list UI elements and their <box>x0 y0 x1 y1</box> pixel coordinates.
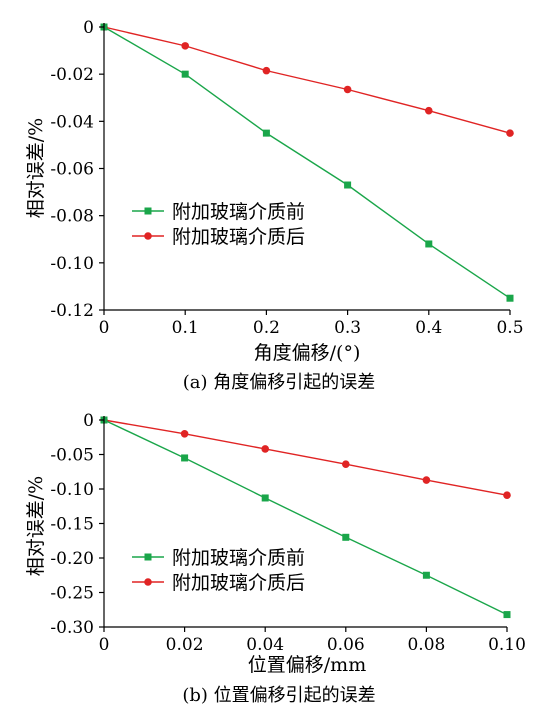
y-tick-label: -0.04 <box>50 112 94 132</box>
legend-label: 附加玻璃介质前 <box>172 201 305 223</box>
y-tick-label: -0.05 <box>50 446 94 466</box>
x-tick-label: 0.04 <box>246 635 284 655</box>
series-line-before <box>103 26 511 299</box>
x-tick-label: 0.1 <box>172 318 199 338</box>
legend-label: 附加玻璃介质后 <box>172 572 305 594</box>
data-point-after <box>503 491 511 500</box>
y-tick-label: -0.30 <box>50 618 94 638</box>
x-tick-label: 0.3 <box>334 318 361 338</box>
data-point-before <box>262 129 270 137</box>
y-tick-label: -0.15 <box>50 515 94 535</box>
y-tick-label: -0.12 <box>50 301 94 321</box>
series-line-after <box>103 26 511 134</box>
data-point-before <box>342 533 350 541</box>
y-tick-label: -0.06 <box>50 160 94 180</box>
x-tick-label: 0.5 <box>496 318 523 338</box>
y-tick-label: -0.20 <box>50 549 94 569</box>
data-point-after <box>342 460 350 468</box>
x-tick-label: 0.02 <box>166 635 204 655</box>
y-tick-label: -0.25 <box>50 584 94 604</box>
chart-a: 0 0.1 0.2 0.3 0.4 0.5 0 -0.02 -0.04 -0.06 -0.08 -0.… <box>25 18 524 393</box>
y-tick-label: 0 <box>83 411 94 431</box>
x-axis-label-a: 角度偏移/(°) <box>254 342 361 364</box>
y-tick-label: -0.10 <box>50 480 94 500</box>
series-line-after <box>103 419 508 496</box>
data-point-after <box>422 476 431 484</box>
caption-b: (b) 位置偏移引起的误差 <box>182 685 375 706</box>
legend-label: 附加玻璃介质前 <box>172 547 305 569</box>
data-point-before <box>425 240 433 248</box>
legend-marker-circle <box>144 578 152 586</box>
x-tick-label: 0.06 <box>327 635 365 655</box>
data-point-before <box>181 70 189 78</box>
x-axis-label-b: 位置偏移/mm <box>248 654 366 676</box>
data-point-before <box>181 454 189 462</box>
data-point-after <box>181 42 189 50</box>
caption-a: (a) 角度偏移引起的误差 <box>183 372 376 393</box>
x-tick-label: 0.4 <box>415 318 442 338</box>
y-axis-label-a: 相对误差/% <box>25 118 47 218</box>
x-tick-label: 0.08 <box>407 635 445 655</box>
legend-marker-square <box>144 553 152 561</box>
data-point-before <box>261 494 269 502</box>
data-point-after <box>343 85 352 94</box>
x-tick-label: 0 <box>99 635 110 655</box>
data-point-after <box>180 430 189 438</box>
y-tick-label: -0.02 <box>50 65 94 85</box>
data-point-before <box>422 571 430 579</box>
x-tick-label: 0.10 <box>488 635 526 655</box>
x-tick-label: 0 <box>99 318 110 338</box>
legend-marker-circle <box>144 232 152 240</box>
x-tick-label: 0.2 <box>253 318 280 338</box>
data-point-before <box>503 611 511 619</box>
y-axis-label-b: 相对误差/% <box>25 476 47 576</box>
data-point-before <box>506 294 514 302</box>
data-point-after <box>262 66 271 75</box>
chart-b: 0 0.02 0.04 0.06 0.08 0.10 0 -0.05 -0.10 -0.15 -0.… <box>25 411 526 706</box>
data-point-after <box>506 129 514 137</box>
y-tick-label: -0.08 <box>50 207 94 227</box>
legend-marker-square <box>144 207 152 215</box>
y-tick-label: 0 <box>83 18 94 38</box>
y-tick-label: -0.10 <box>50 254 94 274</box>
data-point-after <box>261 445 270 453</box>
series-line-before <box>103 419 508 616</box>
data-point-before <box>344 181 352 189</box>
data-point-after <box>425 106 433 115</box>
legend-label: 附加玻璃介质后 <box>172 226 305 248</box>
